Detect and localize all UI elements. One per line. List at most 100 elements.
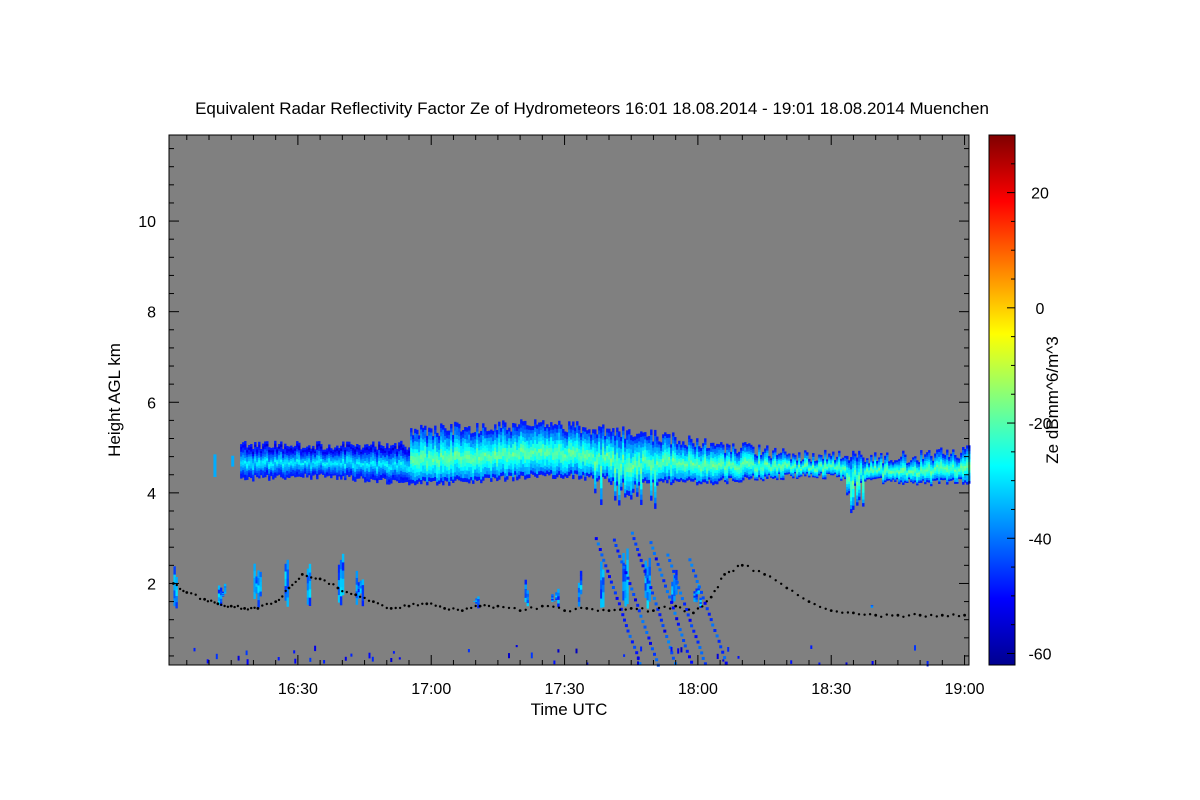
echo-cell bbox=[864, 479, 867, 482]
echo-cell bbox=[736, 455, 739, 458]
echo-cell bbox=[552, 436, 555, 442]
echo-cell bbox=[264, 441, 267, 445]
echo-cell bbox=[516, 430, 519, 435]
echo-cell bbox=[900, 456, 903, 459]
echo-cell bbox=[294, 450, 297, 453]
echo-cell bbox=[328, 451, 331, 454]
echo-cell bbox=[356, 468, 359, 472]
echo-cell bbox=[946, 454, 949, 458]
echo-cell bbox=[778, 457, 781, 460]
echo-cell bbox=[846, 492, 849, 496]
echo-cell bbox=[564, 473, 567, 477]
echo-cell bbox=[932, 462, 935, 464]
echo-cell bbox=[326, 456, 329, 459]
echo-cell bbox=[874, 456, 877, 459]
echo-cell bbox=[354, 449, 357, 452]
echo-cell bbox=[730, 475, 733, 478]
echo-cell bbox=[692, 445, 695, 449]
echo-cell bbox=[450, 456, 453, 461]
echo-cell bbox=[702, 459, 705, 463]
echo-cell bbox=[296, 461, 299, 465]
echo-cell bbox=[752, 461, 755, 464]
echo-cell bbox=[854, 455, 857, 459]
echo-cell bbox=[456, 470, 459, 476]
echo-cell bbox=[350, 457, 353, 460]
echo-cell bbox=[714, 472, 717, 476]
echo-cell bbox=[558, 470, 561, 475]
echo-cell bbox=[766, 462, 769, 465]
echo-cell bbox=[794, 462, 797, 465]
echo-cell bbox=[334, 463, 337, 466]
echo-cell bbox=[372, 476, 375, 480]
echo-cell bbox=[326, 464, 329, 467]
echo-cell bbox=[844, 467, 847, 470]
echo-cell bbox=[708, 452, 711, 456]
echo-cell bbox=[346, 455, 349, 459]
echo-cell bbox=[714, 461, 717, 465]
echo-cell bbox=[448, 465, 451, 471]
echo-cell bbox=[724, 461, 727, 464]
echo-cell bbox=[800, 464, 803, 466]
echo-cell bbox=[442, 429, 445, 434]
echo-cell bbox=[328, 444, 331, 448]
echo-cell bbox=[244, 446, 247, 450]
echo-cell bbox=[486, 474, 489, 478]
echo-cell bbox=[634, 480, 637, 485]
echo-cell bbox=[556, 473, 559, 478]
echo-cell bbox=[850, 476, 853, 482]
echo-cell bbox=[718, 449, 721, 453]
echo-cell bbox=[562, 450, 565, 454]
echo-cell bbox=[282, 469, 285, 473]
echo-cell bbox=[836, 471, 839, 473]
echo-cell bbox=[536, 428, 539, 433]
echo-cell bbox=[376, 468, 379, 472]
echo-cell bbox=[486, 454, 489, 458]
echo-cell bbox=[488, 434, 491, 438]
echo-cell bbox=[948, 457, 951, 460]
echo-cell bbox=[470, 473, 473, 478]
echo-cell bbox=[838, 458, 841, 461]
echo-cell bbox=[928, 475, 931, 478]
echo-cell bbox=[332, 458, 335, 461]
echo-cell bbox=[534, 447, 537, 453]
echo-cell bbox=[822, 466, 825, 468]
echo-cell bbox=[694, 465, 697, 469]
echo-cell bbox=[764, 468, 767, 471]
echo-cell bbox=[830, 461, 833, 463]
echo-cell bbox=[926, 479, 929, 483]
echo-cell bbox=[750, 475, 753, 479]
echo-cell bbox=[482, 431, 485, 436]
echo-cell bbox=[714, 451, 717, 455]
echo-cell bbox=[258, 472, 261, 476]
echo-cell bbox=[834, 460, 837, 462]
echo-cell bbox=[688, 444, 691, 449]
echo-cell bbox=[678, 440, 681, 445]
echo-cell bbox=[376, 480, 379, 484]
echo-cell bbox=[888, 478, 891, 481]
echo-cell bbox=[510, 453, 513, 458]
echo-cell bbox=[398, 468, 401, 472]
echo-cell bbox=[600, 471, 603, 478]
echo-cell bbox=[394, 453, 397, 457]
echo-cell bbox=[482, 472, 485, 477]
echo-cell bbox=[880, 454, 883, 457]
echo-cell bbox=[658, 475, 661, 479]
echo-cell bbox=[626, 480, 629, 486]
echo-cell bbox=[562, 439, 565, 444]
echo-cell bbox=[528, 429, 531, 434]
echo-cell bbox=[812, 458, 815, 461]
echo-cell bbox=[702, 451, 705, 455]
echo-cell bbox=[834, 468, 837, 471]
echo-cell bbox=[668, 463, 671, 467]
echo-cell bbox=[644, 463, 647, 468]
echo-cell bbox=[410, 463, 413, 468]
echo-cell bbox=[934, 470, 937, 473]
echo-cell bbox=[310, 453, 313, 456]
echo-cell bbox=[532, 436, 535, 441]
echo-cell bbox=[546, 427, 549, 432]
echo-cell bbox=[350, 450, 353, 454]
echo-cell bbox=[418, 471, 421, 476]
echo-cell bbox=[610, 439, 613, 444]
echo-cell bbox=[448, 481, 451, 486]
echo-cell bbox=[862, 474, 865, 479]
